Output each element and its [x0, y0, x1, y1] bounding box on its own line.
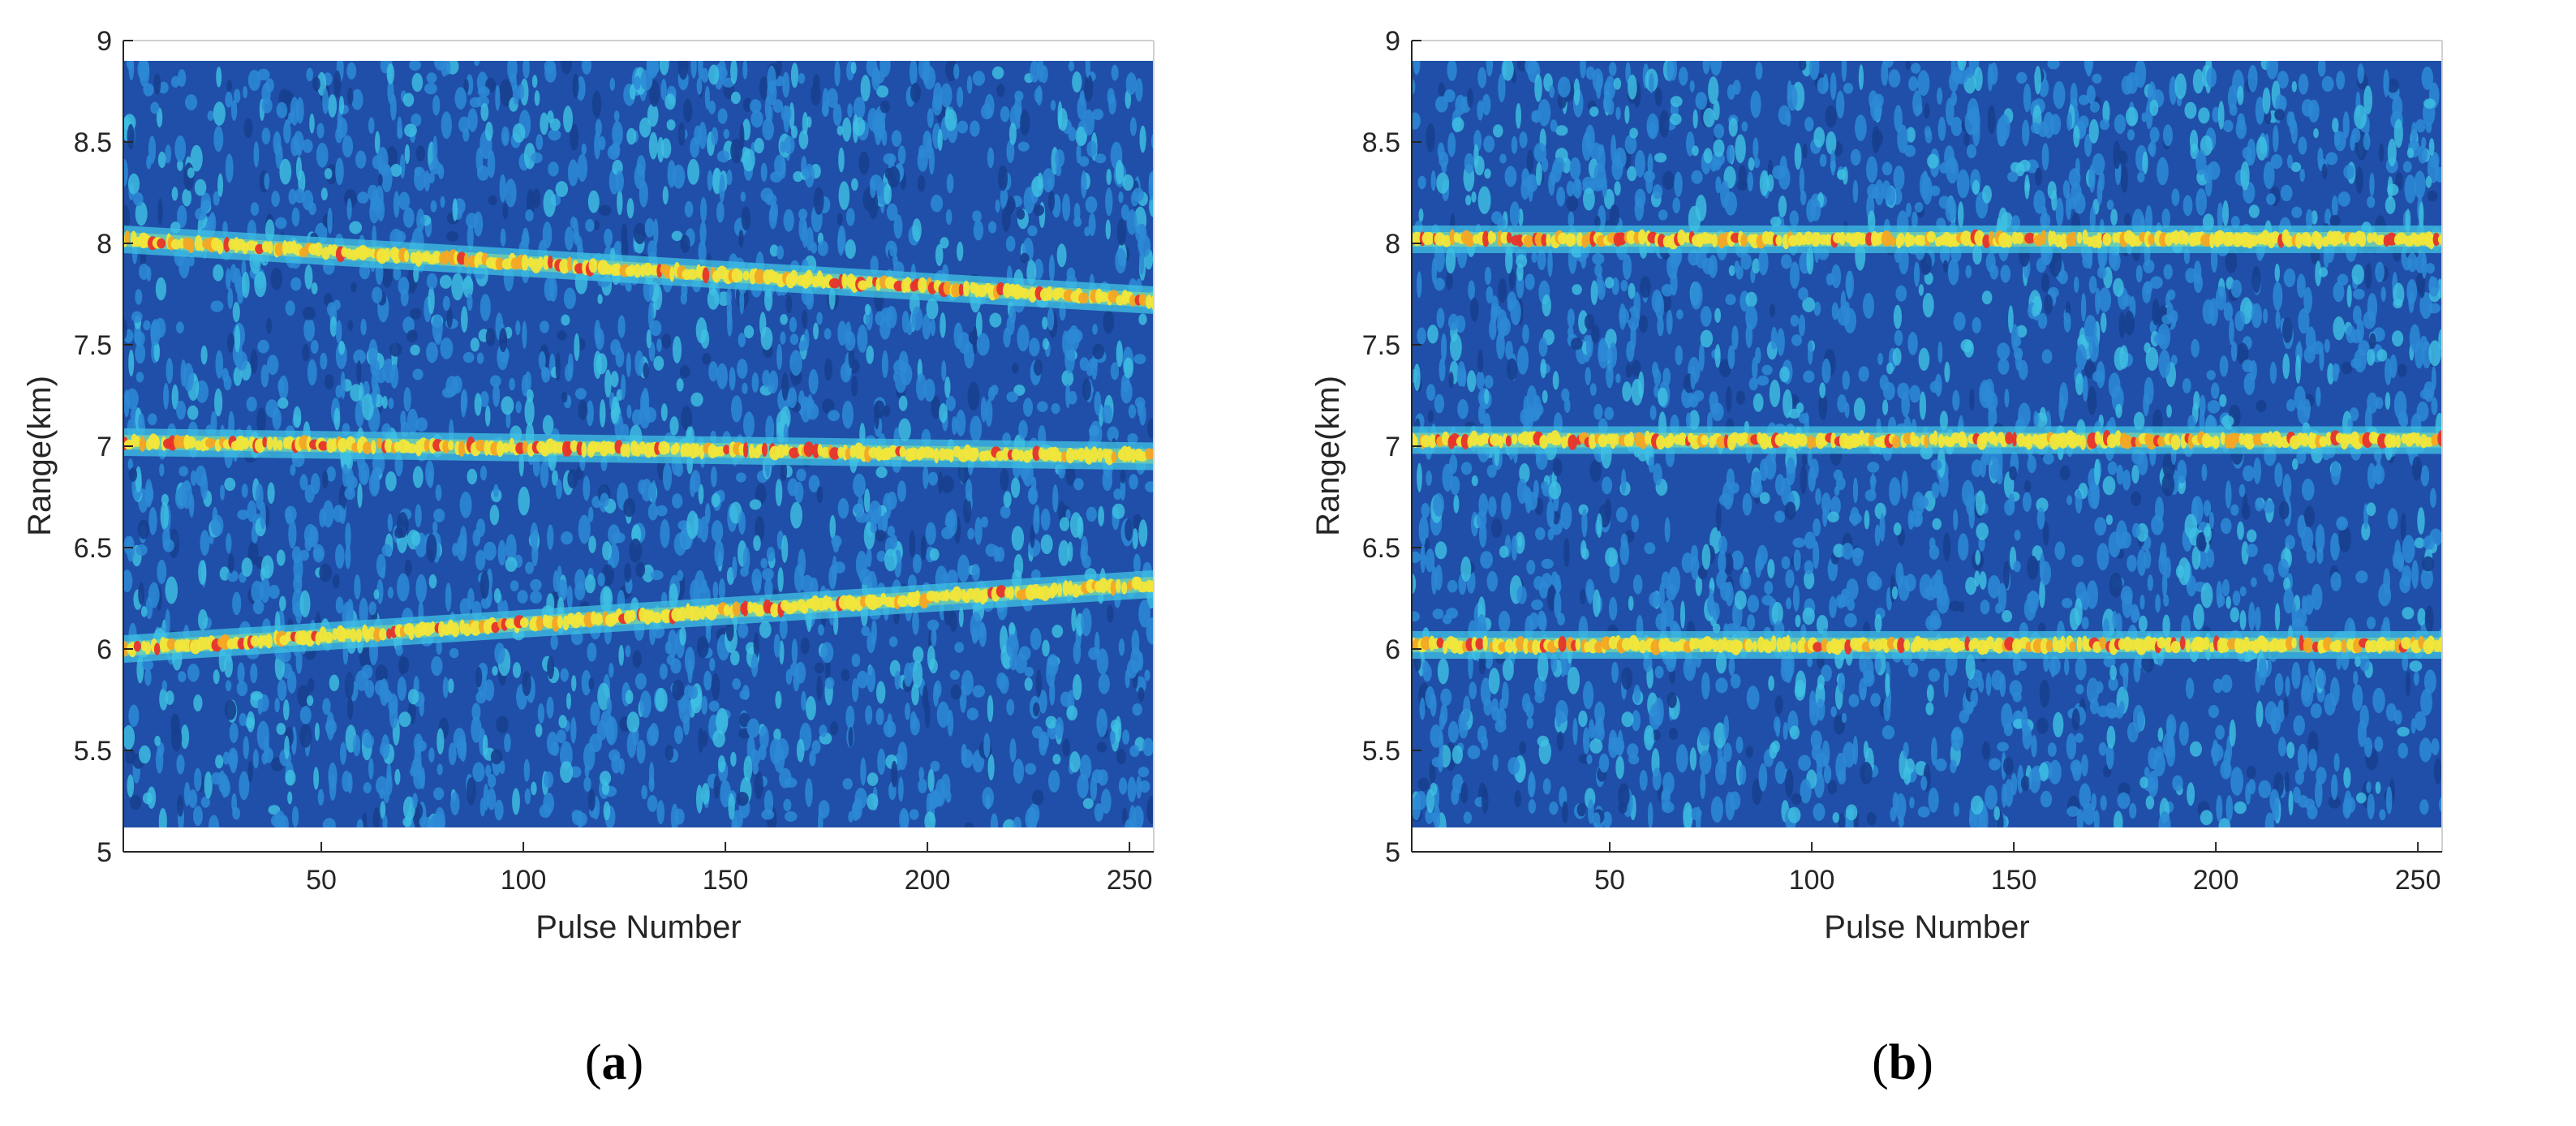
chart-panel-a: 5 5.5 6 6.5 7 7.5 8 8.5 9 50 100 150 200 250 Pulse Num… — [22, 26, 1155, 1090]
noise-speckles — [1412, 61, 2442, 827]
x-tick-label: 150 — [703, 865, 749, 896]
y-tick-label: 8.5 — [74, 127, 112, 158]
y-axis-title: Range(km) — [1310, 376, 1346, 536]
y-tick-label: 7 — [1385, 432, 1400, 462]
x-tick-label: 100 — [501, 865, 547, 896]
y-tick-label: 6 — [97, 634, 112, 665]
y-tick-label: 6 — [1385, 634, 1400, 665]
panel-label: (b) — [1872, 1035, 1933, 1090]
heatmap-chart-a: 5 5.5 6 6.5 7 7.5 8 8.5 9 50 100 150 200 250 Pulse Num… — [22, 26, 1155, 1090]
target-track-1 — [1412, 226, 2442, 253]
target-track-2 — [1412, 426, 2442, 454]
y-tick-label: 5 — [97, 837, 112, 868]
y-tick-label: 5.5 — [74, 736, 112, 767]
y-tick-label: 7.5 — [1362, 330, 1400, 361]
y-tick-label: 8 — [97, 229, 112, 260]
target-track-2 — [123, 428, 1154, 471]
y-tick-label: 8 — [1385, 229, 1400, 260]
y-tick-label: 6.5 — [74, 533, 112, 564]
x-tick-label: 250 — [2395, 865, 2441, 896]
panel-label: (a) — [585, 1035, 643, 1090]
x-tick-label: 200 — [905, 865, 951, 896]
target-track-3 — [1412, 631, 2442, 659]
x-tick-label: 150 — [1991, 865, 2037, 896]
x-tick-label: 100 — [1789, 865, 1835, 896]
y-tick-label: 5.5 — [1362, 736, 1400, 767]
y-tick-label: 6.5 — [1362, 533, 1400, 564]
x-axis-title: Pulse Number — [535, 909, 741, 945]
x-tick-label: 250 — [1107, 865, 1153, 896]
y-tick-label: 9 — [97, 26, 112, 57]
heatmap-chart-b: 5 5.5 6 6.5 7 7.5 8 8.5 9 50 100 150 200 250 Pulse Num… — [1310, 26, 2443, 1090]
target-track-1 — [123, 226, 1154, 314]
target-track-3 — [123, 570, 1154, 663]
x-axis-title: Pulse Number — [1824, 909, 2029, 945]
y-tick-label: 7.5 — [74, 330, 112, 361]
y-tick-label: 5 — [1385, 837, 1400, 868]
y-tick-label: 8.5 — [1362, 127, 1400, 158]
y-tick-label: 7 — [97, 432, 112, 462]
y-tick-label: 9 — [1385, 26, 1400, 57]
x-tick-label: 200 — [2193, 865, 2239, 896]
y-axis-title: Range(km) — [22, 376, 58, 536]
chart-panel-b: 5 5.5 6 6.5 7 7.5 8 8.5 9 50 100 150 200 250 Pulse Num… — [1288, 0, 2576, 1126]
x-tick-label: 50 — [1594, 865, 1625, 896]
x-tick-label: 50 — [306, 865, 337, 896]
